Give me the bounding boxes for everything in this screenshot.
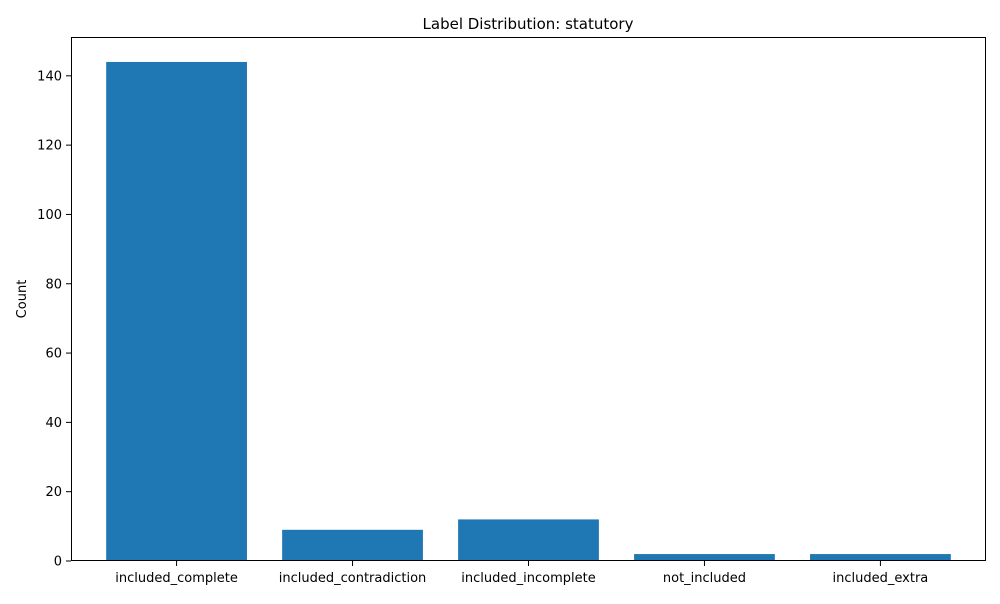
bar-included-extra — [810, 554, 951, 561]
y-tick-label: 140 — [37, 69, 62, 84]
y-axis-label: Count — [15, 280, 30, 319]
bar-included-complete — [106, 61, 247, 561]
chart-title: Label Distribution: statutory — [423, 15, 634, 33]
y-tick-label: 20 — [45, 485, 62, 500]
x-axis: included_complete included_contradiction i… — [115, 561, 928, 586]
y-tick-label: 100 — [37, 208, 62, 223]
y-tick-label: 120 — [37, 139, 62, 154]
x-tick-label: not_included — [663, 571, 746, 586]
x-tick-label: included_extra — [833, 571, 929, 586]
bar-not-included — [634, 554, 775, 561]
y-tick-label: 60 — [45, 347, 62, 362]
x-tick-label: included_incomplete — [461, 571, 595, 586]
y-axis: 0 20 40 60 80 100 120 140 — [37, 69, 71, 570]
y-tick-label: 80 — [45, 277, 62, 292]
bars-group — [106, 61, 951, 561]
plot-frame — [71, 37, 986, 561]
bar-included-incomplete — [458, 519, 599, 561]
x-tick-label: included_contradiction — [279, 571, 427, 586]
y-tick-label: 40 — [45, 416, 62, 431]
bar-included-contradiction — [282, 529, 423, 561]
y-tick-label: 0 — [54, 555, 62, 570]
x-tick-label: included_complete — [115, 571, 238, 586]
